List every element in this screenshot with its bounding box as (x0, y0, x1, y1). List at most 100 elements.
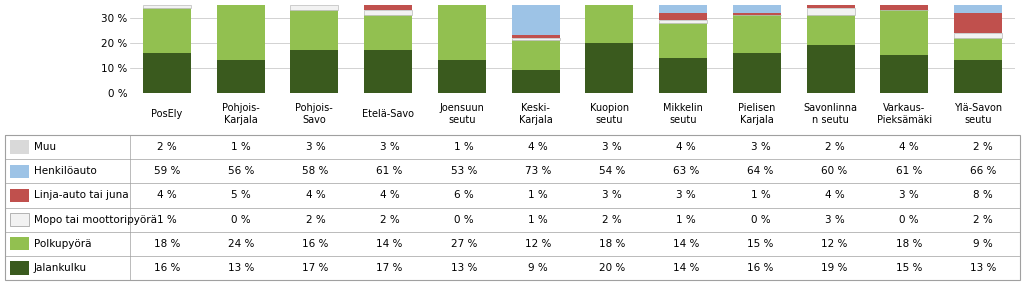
Bar (733, 0, 781, 12)
Text: Muu: Muu (34, 142, 56, 152)
Text: Jalankulku: Jalankulku (34, 263, 87, 273)
Text: 4 %: 4 % (305, 190, 326, 201)
Text: PosEly: PosEly (152, 109, 182, 119)
Bar (365, 15, 412, 50)
Bar (10, 189, 29, 202)
Text: Mikkelin
seutu: Mikkelin seutu (664, 103, 703, 125)
Text: 54 %: 54 % (599, 166, 626, 176)
Text: 12 %: 12 % (821, 239, 848, 249)
Text: 18 %: 18 % (599, 239, 626, 249)
Text: 17 %: 17 % (377, 263, 402, 273)
Bar (365, 50, 412, 93)
Text: 12 %: 12 % (524, 239, 551, 249)
Text: Varkaus-
Pieksämäki: Varkaus- Pieksämäki (877, 103, 932, 125)
Text: 15 %: 15 % (748, 239, 773, 249)
Bar (659, 23, 708, 58)
Text: 2 %: 2 % (824, 142, 845, 152)
Bar (807, 7, 855, 15)
Text: 16 %: 16 % (154, 263, 180, 273)
Text: 56 %: 56 % (228, 166, 254, 176)
Text: 3 %: 3 % (602, 142, 622, 152)
Text: 20 %: 20 % (599, 263, 626, 273)
Bar (10, 237, 29, 250)
Text: Keski-
Karjala: Keski- Karjala (519, 103, 553, 125)
Text: 0 %: 0 % (899, 215, 919, 225)
Text: 61 %: 61 % (377, 166, 402, 176)
Text: 16 %: 16 % (302, 239, 329, 249)
Text: 63 %: 63 % (673, 166, 699, 176)
Bar (512, 40, 559, 70)
Bar (881, 55, 929, 93)
Text: 4 %: 4 % (677, 142, 696, 152)
Text: 5 %: 5 % (231, 190, 251, 201)
Text: 3 %: 3 % (380, 142, 399, 152)
Text: 2 %: 2 % (305, 215, 326, 225)
Text: 13 %: 13 % (451, 263, 477, 273)
Bar (291, 50, 338, 93)
Bar (733, 15, 781, 53)
Text: 64 %: 64 % (748, 166, 773, 176)
Bar (10, 165, 29, 178)
Text: 3 %: 3 % (824, 215, 845, 225)
Text: Linja-auto tai juna: Linja-auto tai juna (34, 190, 128, 201)
Text: 3 %: 3 % (602, 190, 622, 201)
Text: 13 %: 13 % (970, 263, 996, 273)
Bar (217, 0, 264, 60)
Text: 4 %: 4 % (380, 190, 399, 201)
Text: 2 %: 2 % (380, 215, 399, 225)
Bar (143, 7, 190, 53)
Bar (217, 60, 264, 93)
Text: 58 %: 58 % (302, 166, 329, 176)
Text: 1 %: 1 % (528, 190, 548, 201)
Text: Etelä-Savo: Etelä-Savo (362, 109, 414, 119)
Text: 14 %: 14 % (673, 263, 699, 273)
Text: 1 %: 1 % (528, 215, 548, 225)
Bar (807, 45, 855, 93)
Bar (954, 60, 1002, 93)
Text: 3 %: 3 % (305, 142, 326, 152)
Text: Pohjois-
Savo: Pohjois- Savo (296, 103, 333, 125)
Bar (143, 5, 190, 7)
Text: 24 %: 24 % (228, 239, 254, 249)
Bar (733, 12, 781, 15)
Bar (733, 53, 781, 93)
Bar (438, 60, 485, 93)
Text: 6 %: 6 % (454, 190, 474, 201)
Bar (512, 70, 559, 93)
Text: 8 %: 8 % (973, 190, 993, 201)
Text: 4 %: 4 % (824, 190, 845, 201)
Text: Ylä-Savon
seutu: Ylä-Savon seutu (954, 103, 1002, 125)
Text: 1 %: 1 % (231, 142, 251, 152)
Bar (881, 3, 929, 10)
Text: 14 %: 14 % (377, 239, 402, 249)
Text: 4 %: 4 % (899, 142, 919, 152)
Text: 17 %: 17 % (302, 263, 329, 273)
Bar (954, 33, 1002, 38)
Bar (291, 10, 338, 50)
Text: 1 %: 1 % (454, 142, 474, 152)
Text: 53 %: 53 % (451, 166, 477, 176)
Text: 1 %: 1 % (751, 190, 770, 201)
Bar (512, 0, 559, 35)
Text: 16 %: 16 % (748, 263, 773, 273)
Bar (586, 43, 633, 93)
Text: 9 %: 9 % (973, 239, 993, 249)
Bar (10, 213, 29, 226)
Text: 0 %: 0 % (751, 215, 770, 225)
Bar (954, 0, 1002, 12)
Text: 2 %: 2 % (973, 215, 993, 225)
Bar (10, 140, 29, 154)
Text: 27 %: 27 % (451, 239, 477, 249)
Text: 1 %: 1 % (677, 215, 696, 225)
Bar (807, 15, 855, 45)
Text: Mopo tai moottoripyörä: Mopo tai moottoripyörä (34, 215, 157, 225)
Text: Kuopion
seutu: Kuopion seutu (590, 103, 629, 125)
Text: Joensuun
seutu: Joensuun seutu (439, 103, 484, 125)
Text: 9 %: 9 % (528, 263, 548, 273)
Text: 61 %: 61 % (896, 166, 922, 176)
Bar (881, 0, 929, 3)
Text: Pohjois-
Karjala: Pohjois- Karjala (222, 103, 259, 125)
Text: Henkilöauto: Henkilöauto (34, 166, 96, 176)
Text: 14 %: 14 % (673, 239, 699, 249)
Text: 1 %: 1 % (158, 215, 177, 225)
